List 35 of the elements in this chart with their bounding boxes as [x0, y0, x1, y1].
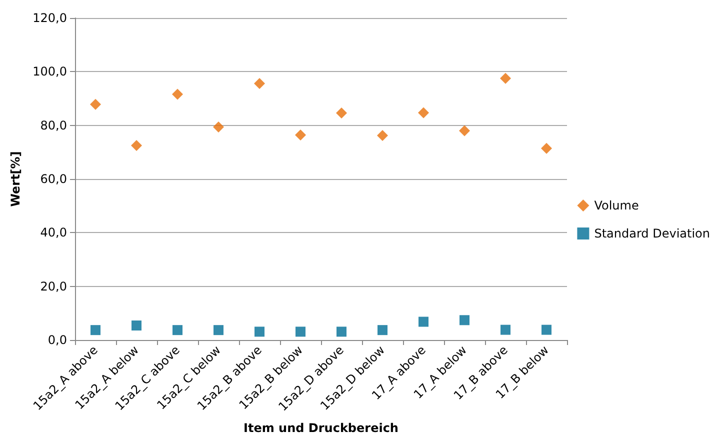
point: [500, 72, 511, 84]
point: [460, 315, 470, 326]
point: [541, 142, 552, 154]
point: [378, 325, 388, 336]
point: [172, 325, 182, 336]
y-tick-label: 100,0: [32, 64, 67, 79]
y-tick-label: 60,0: [40, 172, 67, 186]
point: [296, 326, 306, 337]
point: [542, 324, 552, 335]
point: [295, 129, 306, 140]
point: [172, 88, 183, 100]
point: [254, 326, 264, 337]
y-tick-label: 0,0: [48, 333, 67, 347]
point: [90, 325, 100, 336]
point: [213, 121, 224, 132]
y-tick-label: 40,0: [40, 226, 67, 240]
y-tick-label: 20,0: [40, 279, 67, 294]
point: [214, 325, 224, 336]
x-axis-title: Item und Druckbereich: [244, 421, 398, 435]
legend-label: Standard Deviation: [594, 226, 710, 240]
point: [132, 320, 142, 331]
point: [459, 125, 470, 136]
point: [131, 140, 142, 151]
point: [500, 324, 510, 335]
point: [418, 107, 429, 118]
point: [254, 78, 265, 89]
y-axis-title: Wert[%]: [8, 151, 23, 207]
y-tick-label: 80,0: [40, 118, 67, 132]
point: [418, 316, 428, 327]
point: [377, 130, 388, 142]
point: [336, 107, 347, 118]
y-tick-label: 120,0: [32, 11, 67, 25]
point: [90, 98, 101, 110]
point: [336, 326, 346, 337]
legend-label: Volume: [594, 198, 639, 212]
